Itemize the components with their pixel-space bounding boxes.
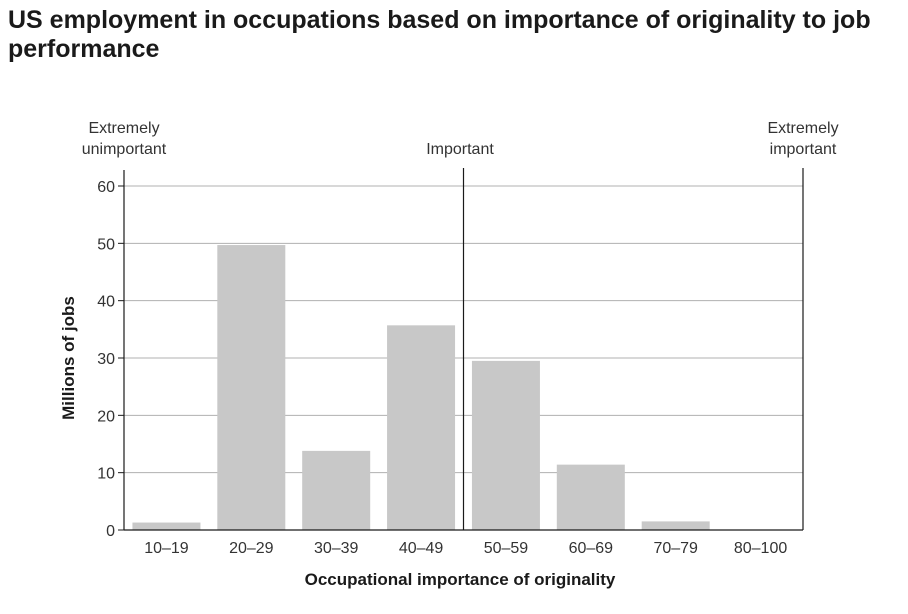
annotation-extremely-unimportant-line2: unimportant [82, 141, 167, 158]
x-tick-label-30–39: 30–39 [314, 540, 359, 557]
annotation-extremely-important-line2: important [770, 141, 837, 158]
annotation-extremely-important-line1: Extremely [767, 120, 838, 137]
y-tick-label-0: 0 [106, 523, 115, 540]
axes [118, 168, 804, 531]
x-tick-label-40–49: 40–49 [399, 540, 444, 557]
x-tick-label-60–69: 60–69 [569, 540, 614, 557]
tick-labels: 0 10 20 30 40 50 60 10–19 20–29 30–39 40–49 50–59 60… [97, 179, 787, 557]
x-tick-label-70–79: 70–79 [653, 540, 698, 557]
x-tick-label-50–59: 50–59 [484, 540, 529, 557]
y-axis-title: Millions of jobs [59, 296, 78, 420]
bar-20–29 [217, 245, 286, 530]
y-tick-label-50: 50 [97, 236, 115, 253]
bar-60–69 [556, 464, 625, 530]
y-tick-label-10: 10 [97, 466, 115, 483]
bar-70–79 [641, 521, 710, 530]
annotation-important: Important [426, 141, 494, 158]
chart-title: US employment in occupations based on im… [8, 6, 871, 63]
bar-50–59 [471, 360, 540, 530]
bar-30–39 [302, 450, 371, 530]
y-tick-label-60: 60 [97, 179, 115, 196]
annotation-extremely-unimportant-line1: Extremely [88, 120, 159, 137]
x-tick-label-10–19: 10–19 [144, 540, 189, 557]
x-tick-label-20–29: 20–29 [229, 540, 274, 557]
bar-40–49 [387, 325, 456, 530]
y-tick-label-30: 30 [97, 351, 115, 368]
x-axis-title: Occupational importance of originality [305, 570, 616, 589]
bar-10–19 [132, 522, 201, 530]
y-tick-label-40: 40 [97, 294, 115, 311]
x-tick-label-80–100: 80–100 [734, 540, 787, 557]
y-tick-label-20: 20 [97, 408, 115, 425]
bars [132, 245, 710, 530]
